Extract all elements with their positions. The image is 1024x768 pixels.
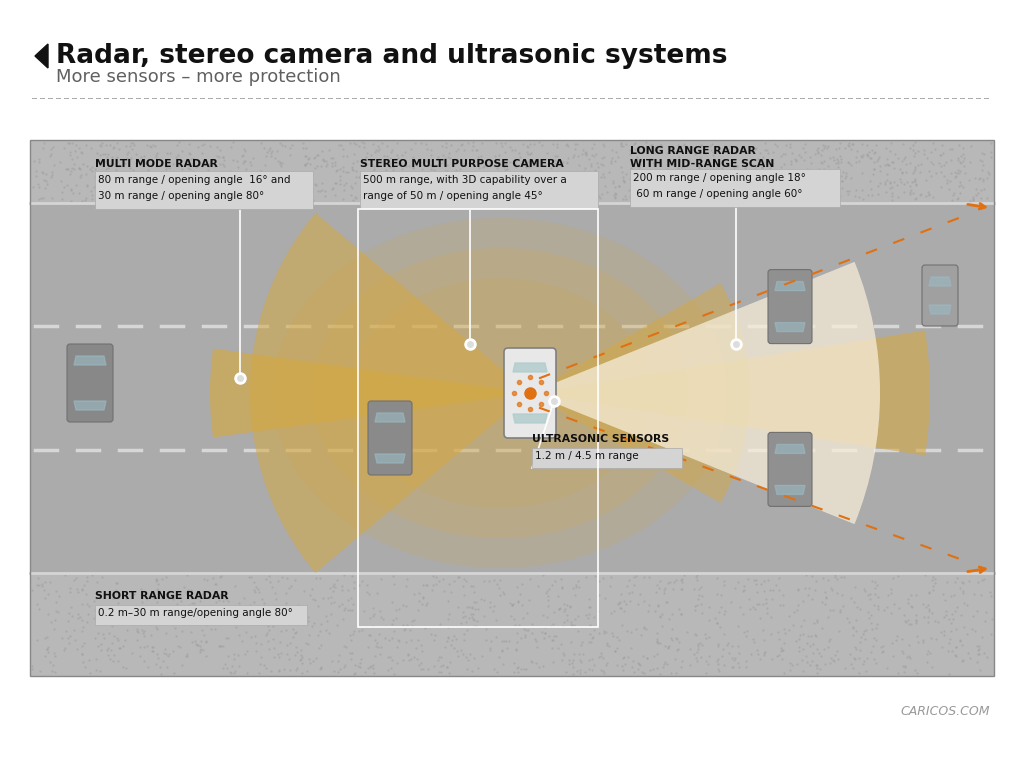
Text: CARICOS.COM: CARICOS.COM [900, 705, 990, 718]
Text: WITH MID-RANGE SCAN: WITH MID-RANGE SCAN [630, 159, 774, 169]
Wedge shape [530, 330, 930, 455]
Wedge shape [210, 349, 530, 438]
Ellipse shape [350, 278, 649, 508]
Text: 500 m range, with 3D capability over a: 500 m range, with 3D capability over a [362, 175, 566, 185]
Text: 30 m range / opening angle 80°: 30 m range / opening angle 80° [98, 191, 264, 201]
Bar [95, 605, 307, 625]
Bar [30, 203, 994, 573]
FancyBboxPatch shape [768, 270, 812, 343]
Wedge shape [530, 283, 750, 503]
Text: 60 m range / opening angle 60°: 60 m range / opening angle 60° [633, 189, 803, 199]
Text: range of 50 m / opening angle 45°: range of 50 m / opening angle 45° [362, 191, 543, 201]
Ellipse shape [272, 218, 727, 568]
FancyBboxPatch shape [922, 265, 958, 326]
Bar [358, 209, 598, 627]
Bar [30, 140, 994, 676]
FancyBboxPatch shape [368, 401, 412, 475]
Bar [360, 171, 598, 209]
Text: 1.2 m / 4.5 m range: 1.2 m / 4.5 m range [535, 451, 639, 461]
Bar [30, 140, 994, 676]
Text: STEREO MULTI PURPOSE CAMERA: STEREO MULTI PURPOSE CAMERA [360, 159, 564, 169]
Text: 200 m range / opening angle 18°: 200 m range / opening angle 18° [633, 173, 806, 183]
Bar [30, 573, 994, 676]
Polygon shape [929, 305, 951, 314]
Text: ULTRASONIC SENSORS: ULTRASONIC SENSORS [532, 434, 669, 444]
Polygon shape [775, 445, 805, 453]
Text: 0.2 m–30 m range/opening angle 80°: 0.2 m–30 m range/opening angle 80° [98, 608, 293, 618]
Bar [630, 169, 840, 207]
Polygon shape [375, 454, 406, 463]
Bar [532, 448, 682, 468]
Text: MULTI MODE RADAR: MULTI MODE RADAR [95, 159, 218, 169]
Text: LONG RANGE RADAR: LONG RANGE RADAR [630, 146, 756, 156]
Polygon shape [513, 414, 547, 423]
Polygon shape [775, 282, 805, 290]
Text: SHORT RANGE RADAR: SHORT RANGE RADAR [95, 591, 228, 601]
Polygon shape [74, 401, 106, 410]
Bar [30, 140, 994, 203]
FancyBboxPatch shape [67, 344, 113, 422]
Polygon shape [929, 277, 951, 286]
Polygon shape [35, 44, 48, 68]
Text: More sensors – more protection: More sensors – more protection [56, 68, 341, 86]
Polygon shape [74, 356, 106, 365]
Polygon shape [513, 363, 547, 372]
Wedge shape [530, 262, 880, 524]
Text: 80 m range / opening angle  16° and: 80 m range / opening angle 16° and [98, 175, 291, 185]
FancyBboxPatch shape [504, 348, 556, 438]
Bar [95, 171, 313, 209]
Wedge shape [530, 262, 880, 524]
Polygon shape [775, 323, 805, 332]
Text: Radar, stereo camera and ultrasonic systems: Radar, stereo camera and ultrasonic syst… [56, 43, 727, 69]
FancyBboxPatch shape [768, 432, 812, 506]
Wedge shape [250, 213, 530, 573]
Polygon shape [375, 413, 406, 422]
Ellipse shape [311, 248, 688, 538]
Polygon shape [775, 485, 805, 495]
